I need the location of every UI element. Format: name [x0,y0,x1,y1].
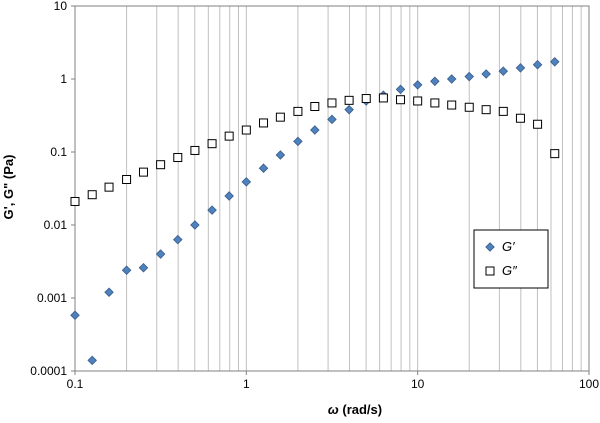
data-point [241,177,252,187]
data-point [532,59,543,70]
data-point [327,98,337,108]
data-point [224,131,234,141]
legend: G′ G″ [473,229,549,289]
data-point [104,182,114,192]
x-tick-label: 1 [243,377,250,391]
y-tick-label: 10 [54,0,68,13]
series-layer [70,57,560,366]
data-point [344,95,354,105]
data-point [515,113,525,123]
legend-label: G′ [502,239,515,254]
data-point [121,265,132,276]
data-point [327,114,337,125]
data-point [70,196,80,206]
data-point [275,112,285,122]
data-point [155,249,166,259]
data-point [413,96,423,106]
data-point [173,153,183,163]
data-point [446,74,457,84]
data-point [70,310,80,321]
data-point [481,69,491,79]
data-point [378,93,388,103]
data-point [515,63,526,73]
data-point [396,95,406,105]
ticks-layer: 0.1 1 10 100 0.0001 0.001 0.01 0.1 1 10 [30,0,599,391]
data-point [430,98,440,108]
data-point [275,150,286,160]
data-point [173,234,183,245]
y-tick-label: 0.0001 [30,364,67,378]
data-point [104,287,114,297]
data-point [190,145,200,155]
data-point [138,262,149,273]
legend-marker [485,242,495,252]
x-tick-label: 100 [579,377,599,391]
data-point [549,57,560,67]
y-tick-label: 0.001 [37,291,67,305]
legend-box [473,229,549,289]
data-point [241,125,251,135]
data-point [464,71,475,82]
data-point [550,149,560,159]
x-tick-label: 0.1 [67,377,84,391]
series-g-prime [70,57,560,366]
data-point [293,106,303,116]
data-point [430,76,440,87]
y-tick-label: 1 [60,72,67,86]
data-point [293,136,303,147]
data-point [190,220,200,230]
data-point [412,80,423,90]
data-point [87,190,97,200]
data-point [156,160,166,170]
data-point [481,105,491,115]
data-point [138,167,148,177]
legend-label: G″ [502,263,517,278]
y-axis-title: G', G" (Pa) [1,155,16,220]
legend-marker [485,266,495,276]
data-point [498,106,508,116]
data-point [259,118,269,128]
data-point [258,163,269,173]
data-point [395,84,406,95]
legend-items: G′ G″ [485,239,517,278]
data-point [224,191,234,201]
x-axis-title: ω (rad/s) [328,402,382,417]
data-point [310,102,320,112]
data-point [498,66,509,76]
y-tick-label: 0.01 [44,218,68,232]
data-point [122,175,132,185]
data-point [533,119,543,129]
data-point [310,125,320,135]
data-point [447,100,457,110]
data-point [344,104,354,115]
grid-layer [126,6,582,371]
data-point [464,102,474,112]
y-tick-label: 0.1 [50,145,67,159]
data-point [207,139,217,149]
data-point [87,355,97,366]
data-point [361,94,371,104]
plot-frame [74,5,590,372]
data-point [207,205,217,215]
x-tick-label: 10 [411,377,425,391]
series-g-double-prime [70,93,560,206]
